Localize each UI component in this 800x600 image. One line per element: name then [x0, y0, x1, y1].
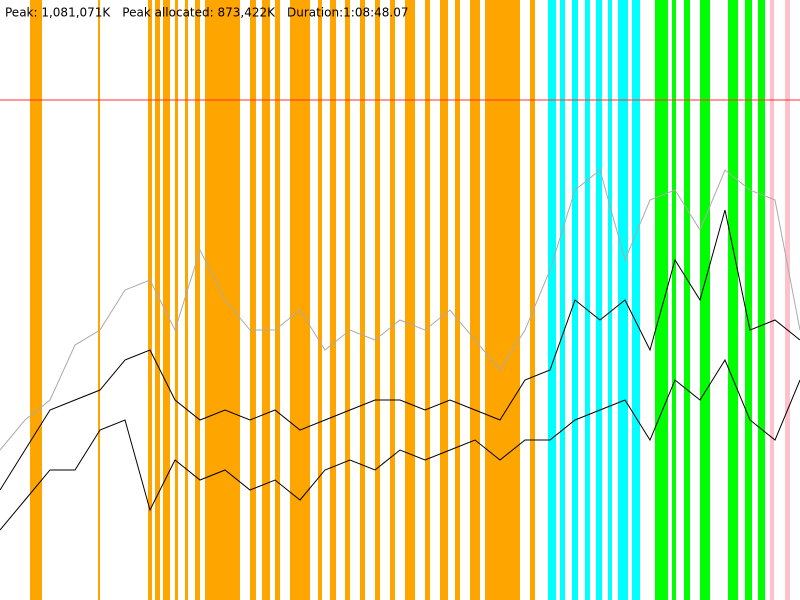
phase-band — [250, 0, 256, 600]
phase-band — [608, 0, 612, 600]
phase-band — [195, 0, 200, 600]
phase-band — [98, 0, 100, 600]
phase-band — [785, 0, 790, 600]
phase-band — [618, 0, 628, 600]
phase-band — [405, 0, 415, 600]
header-stat: Duration:1:08:48.07 — [287, 6, 409, 20]
memory-line — [0, 169, 800, 451]
phase-band — [632, 0, 640, 600]
phase-band — [175, 0, 178, 600]
phase-band — [548, 0, 556, 600]
phase-band — [275, 0, 280, 600]
memory-line — [0, 358, 800, 531]
phase-band — [425, 0, 430, 600]
phase-band — [672, 0, 676, 600]
phase-band — [30, 0, 42, 600]
phase-band — [455, 0, 460, 600]
phase-band — [560, 0, 565, 600]
phase-band — [148, 0, 152, 600]
phase-band — [205, 0, 240, 600]
phase-band — [655, 0, 668, 600]
phase-band — [290, 0, 310, 600]
memory-line — [0, 209, 800, 491]
phase-band — [375, 0, 380, 600]
phase-band — [770, 0, 774, 600]
phase-band — [684, 0, 690, 600]
phase-band — [155, 0, 160, 600]
phase-band — [745, 0, 752, 600]
header-stat: Peak allocated: 873,422K — [122, 6, 276, 20]
phase-band — [440, 0, 448, 600]
phase-band — [330, 0, 336, 600]
phase-band — [390, 0, 395, 600]
phase-band — [596, 0, 602, 600]
phase-band — [700, 0, 710, 600]
phase-band — [262, 0, 270, 600]
phase-band — [530, 0, 535, 600]
phase-band — [360, 0, 365, 600]
phase-band — [185, 0, 188, 600]
phase-band — [163, 0, 170, 600]
phase-band — [485, 0, 520, 600]
phase-band — [345, 0, 350, 600]
phase-band — [318, 0, 322, 600]
phase-band — [728, 0, 738, 600]
phase-band — [470, 0, 480, 600]
header-stat: Peak: 1,081,071K — [5, 6, 111, 20]
phase-band — [758, 0, 765, 600]
phase-band — [585, 0, 590, 600]
